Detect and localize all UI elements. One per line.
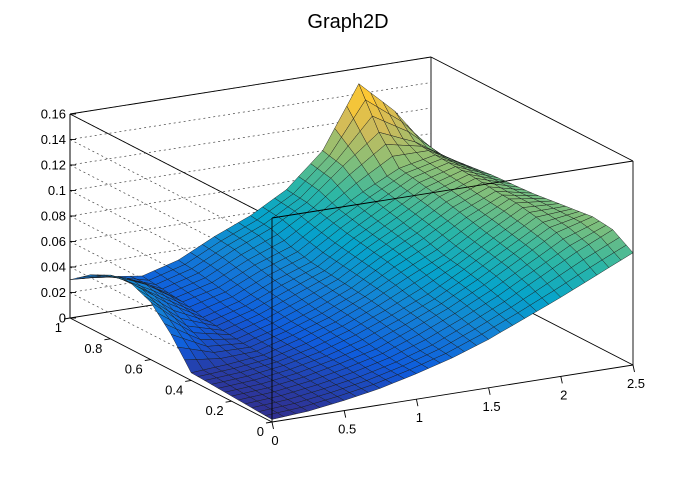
y-tick-mark: [265, 421, 273, 424]
y-tick-mark: [63, 317, 71, 320]
back-wall-gridline: [69, 107, 432, 166]
x-tick-label: 2.5: [627, 376, 645, 391]
x-tick-mark: [488, 387, 491, 395]
x-tick-mark: [271, 421, 274, 430]
z-tick-label: 0.12: [41, 158, 66, 173]
x-tick-mark: [632, 364, 635, 373]
x-tick-mark: [560, 376, 563, 384]
x-tick-label: 0.5: [338, 422, 356, 437]
z-tick-label: 0: [59, 311, 66, 326]
y-tick-label: 1: [55, 320, 62, 335]
x-axis: 0 0.5 1 1.5 2 2.5: [271, 364, 645, 448]
top-right-edge: [430, 56, 634, 162]
z-tick-label: 0.16: [41, 107, 66, 122]
back-wall-gridline: [69, 133, 432, 191]
z-tick-label: 0.08: [41, 209, 66, 224]
y-tick-mark: [225, 400, 232, 403]
z-tick-label: 0.14: [41, 132, 66, 147]
back-wall-gridline: [69, 209, 432, 268]
x-tick-mark: [343, 410, 347, 418]
surface-mesh: [69, 83, 634, 420]
y-tick-mark: [185, 379, 192, 382]
top-left-edge: [69, 113, 273, 219]
y-tick-label: 0.4: [165, 382, 183, 397]
y-tick-label: 0.2: [206, 403, 224, 418]
surface-cell: [613, 244, 634, 261]
x-tick-label: 1: [416, 410, 423, 425]
x-tick-label: 1.5: [483, 399, 501, 414]
y-tick-mark: [144, 359, 151, 362]
z-axis: 0 0.02 0.04 0.06 0.08 0.1 0.12 0.14 0.16: [41, 107, 76, 326]
y-tick-label: 0.8: [84, 341, 102, 356]
x-tick-mark: [415, 399, 419, 407]
z-tick-label: 0.02: [41, 285, 66, 300]
y-tick-label: 0.6: [125, 362, 143, 377]
x-tick-label: 0: [271, 433, 278, 448]
floor-left-edge: [69, 317, 273, 423]
x-tick-label: 2: [560, 387, 567, 402]
back-wall-gridline: [69, 184, 432, 242]
chart-title: Graph2D: [307, 11, 388, 33]
top-back-edge: [69, 56, 432, 115]
top-front-edge: [271, 160, 634, 219]
y-tick-mark: [104, 338, 111, 341]
z-tick-label: 0.04: [41, 260, 66, 275]
floor-front-edge: [271, 364, 634, 423]
axis-frame-front: [271, 160, 634, 423]
back-wall-gridline: [69, 82, 432, 140]
z-tick-label: 0.1: [48, 183, 66, 198]
y-axis: 0 0.2 0.4 0.6 0.8 1: [55, 317, 273, 439]
z-tick-label: 0.06: [41, 234, 66, 249]
back-wall-gridline: [69, 158, 432, 217]
y-tick-label: 0: [257, 424, 264, 439]
